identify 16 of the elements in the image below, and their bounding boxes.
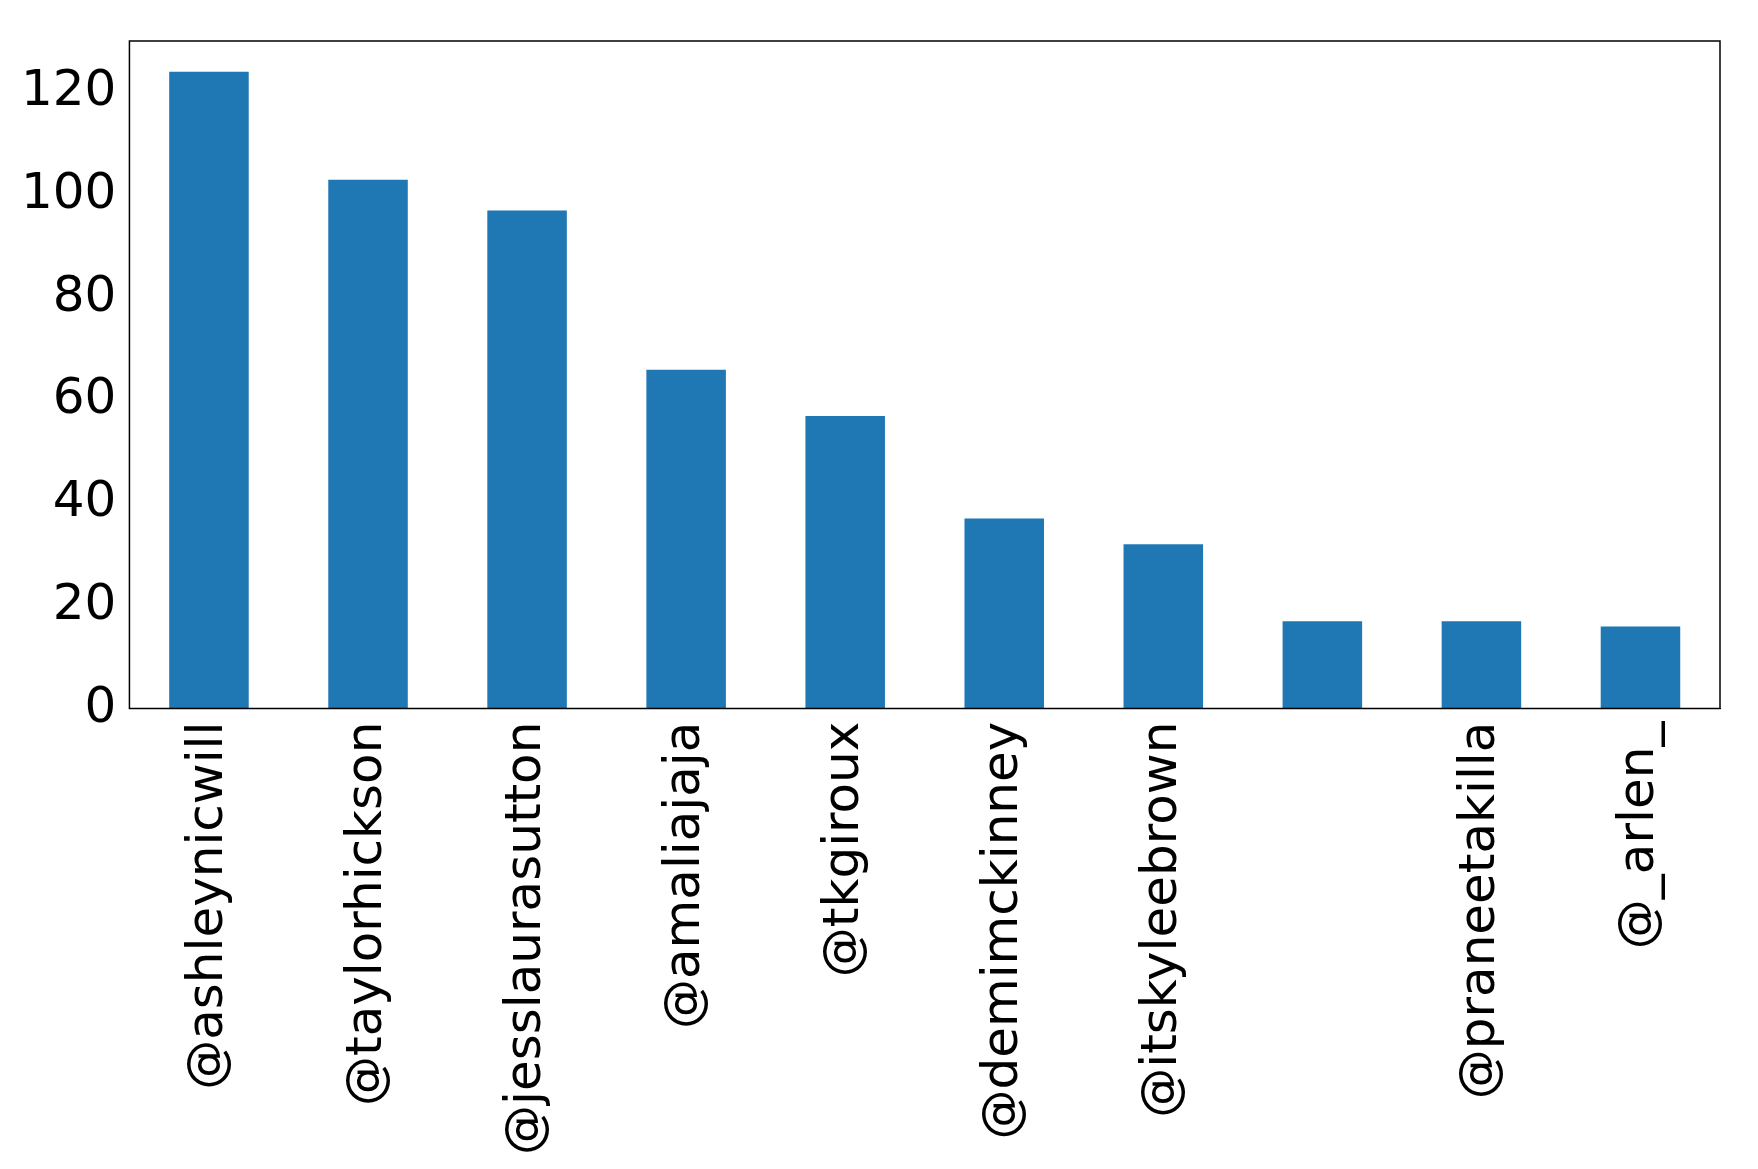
x-tick-label: @tkgiroux [812, 721, 871, 978]
y-tick-label: 80 [52, 264, 117, 323]
x-tick-label: @_arlen_ [1607, 720, 1666, 950]
y-tick-label: 100 [21, 162, 117, 221]
y-tick-label: 40 [52, 470, 117, 529]
x-tick-label: @jesslaurasutton [494, 721, 553, 1156]
y-tick-label: 120 [21, 59, 117, 118]
x-tick-label: @demimckinney [971, 721, 1030, 1140]
x-tick-label: @ashleynicwill [175, 721, 234, 1090]
x-tick-label: @amaliajaja [653, 721, 712, 1030]
x-tick-label: @itskyleebrown [1130, 721, 1189, 1118]
y-tick-label: 20 [52, 572, 117, 631]
x-tick-label: @praneetakilla [1448, 721, 1507, 1100]
x-tick-label: @taylorhickson [335, 721, 393, 1106]
y-tick-label: 60 [52, 367, 117, 426]
y-tick-label: 0 [84, 675, 117, 734]
